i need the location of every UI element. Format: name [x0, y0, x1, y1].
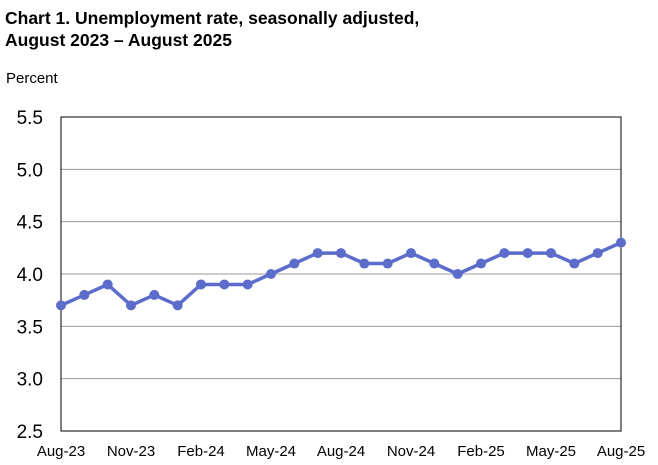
data-point — [382, 258, 393, 269]
x-tick-label: Aug-25 — [597, 443, 645, 460]
data-point — [546, 248, 556, 259]
data-point — [196, 279, 206, 290]
data-point — [336, 248, 346, 259]
data-point — [126, 300, 136, 311]
y-tick-label: 4.5 — [17, 213, 43, 234]
data-point — [592, 248, 603, 259]
data-point — [522, 248, 533, 259]
data-point — [289, 258, 300, 269]
x-tick-label: Feb-24 — [177, 443, 225, 460]
y-tick-label: 3.5 — [17, 317, 43, 338]
y-tick-label: 4.0 — [17, 265, 43, 286]
data-point — [569, 258, 580, 269]
data-point — [242, 279, 253, 290]
y-tick-label: 5.0 — [17, 160, 43, 181]
chart-title: Chart 1. Unemployment rate, seasonally a… — [5, 7, 645, 51]
y-axis-ticks: 5.5 5.0 4.5 4.0 3.5 3.0 2.5 — [17, 108, 43, 443]
data-point — [172, 300, 183, 311]
y-axis-unit-label: Percent — [6, 70, 58, 87]
y-tick-label: 2.5 — [17, 422, 43, 443]
data-point — [102, 279, 113, 290]
plot-area-frame — [60, 116, 622, 432]
y-tick-label: 3.0 — [17, 370, 43, 391]
x-tick-label: Aug-24 — [317, 443, 365, 460]
data-point — [266, 269, 276, 279]
data-point — [429, 258, 440, 269]
x-tick-label: Nov-23 — [107, 443, 155, 460]
data-point — [79, 289, 90, 300]
gridlines — [61, 168, 621, 380]
data-point — [312, 248, 323, 259]
data-point — [476, 258, 486, 269]
data-point — [452, 269, 463, 279]
x-tick-label: May-25 — [526, 443, 576, 460]
data-point — [499, 248, 510, 259]
chart-title-line-2: August 2023 – August 2025 — [5, 30, 232, 50]
x-tick-label: Aug-23 — [37, 443, 85, 460]
data-point — [359, 258, 370, 269]
series-unemployment-rate — [56, 237, 626, 311]
x-axis-ticks: Aug-23 Nov-23 Feb-24 May-24 Aug-24 Nov-24 Feb-… — [37, 443, 645, 460]
y-tick-label: 5.5 — [17, 108, 43, 129]
data-point — [406, 248, 416, 259]
chart-title-line-1: Chart 1. Unemployment rate, seasonally a… — [5, 8, 420, 28]
data-point — [56, 300, 66, 311]
data-point — [219, 279, 230, 290]
x-tick-label: Feb-25 — [457, 443, 505, 460]
x-tick-label: Nov-24 — [387, 443, 435, 460]
x-tick-label: May-24 — [246, 443, 296, 460]
data-point — [149, 289, 160, 300]
data-point — [616, 237, 626, 248]
